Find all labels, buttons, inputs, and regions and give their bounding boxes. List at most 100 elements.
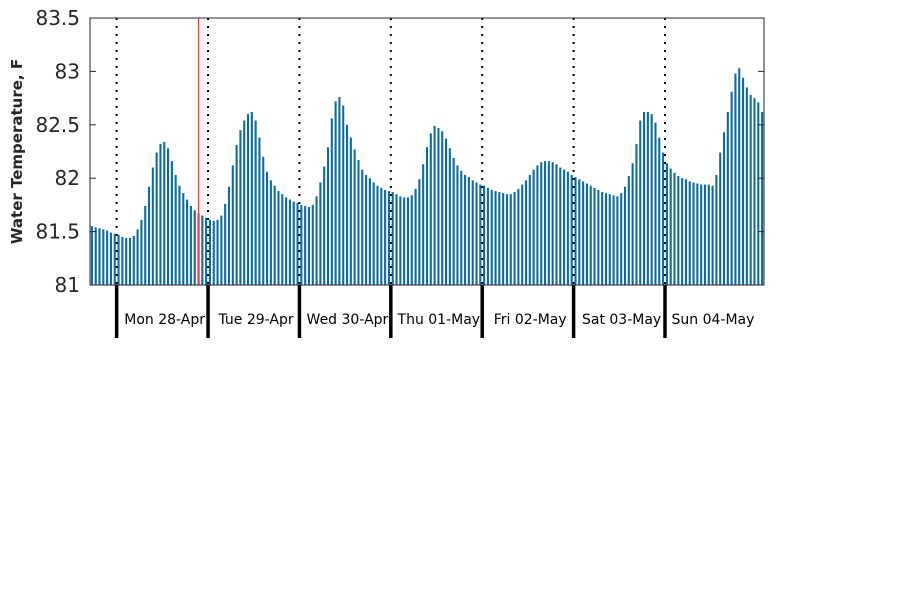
temperature-bar	[730, 91, 733, 285]
temperature-bar	[566, 171, 569, 285]
temperature-bar	[334, 101, 337, 285]
temperature-bar	[98, 228, 101, 285]
temperature-bar	[749, 94, 752, 286]
plot-area-frame	[89, 17, 765, 286]
temperature-bar	[448, 148, 451, 285]
temperature-bar	[483, 185, 486, 285]
temperature-bar	[700, 184, 703, 285]
temperature-bar	[395, 194, 398, 285]
temperature-bar	[384, 189, 387, 285]
temperature-bar	[246, 114, 250, 286]
temperature-bar	[125, 238, 128, 285]
temperature-bar	[250, 111, 253, 285]
temperature-bar	[311, 204, 314, 285]
temperature-bar	[224, 203, 227, 285]
temperature-bar	[597, 189, 600, 285]
temperature-bar	[277, 191, 280, 285]
temperature-bar	[494, 191, 497, 285]
temperature-bar	[513, 192, 516, 285]
temperature-bar	[524, 180, 528, 285]
temperature-bar	[444, 138, 448, 285]
temperature-bar	[582, 181, 585, 285]
temperature-bar	[711, 185, 714, 285]
temperature-bar	[433, 125, 436, 286]
temperature-bar	[502, 193, 505, 285]
temperature-bar	[254, 120, 257, 285]
temperature-bar	[585, 183, 588, 285]
temperature-bar	[163, 141, 166, 285]
temperature-bar	[258, 137, 261, 285]
temperature-bar	[300, 204, 303, 285]
temperature-bar	[490, 189, 493, 285]
temperature-bar	[155, 152, 158, 285]
temperature-bar	[281, 194, 284, 285]
temperature-bar	[365, 175, 368, 285]
temperature-bar	[601, 192, 604, 285]
temperature-bar	[315, 196, 318, 285]
day-label: Sun 04-May	[672, 312, 755, 328]
temperature-bar	[266, 171, 269, 285]
temperature-bar	[418, 179, 421, 285]
bar-series	[90, 68, 764, 286]
temperature-bar	[692, 182, 695, 285]
temperature-bar	[452, 157, 455, 285]
temperature-bar	[106, 230, 109, 285]
temperature-bar	[391, 192, 394, 285]
temperature-bar	[387, 191, 390, 285]
temperature-bar	[208, 219, 211, 285]
temperature-bar	[216, 219, 219, 285]
temperature-bar	[128, 238, 132, 285]
temperature-bar	[414, 188, 417, 285]
y-tick-label: 81	[55, 273, 80, 297]
temperature-bar	[357, 160, 360, 285]
temperature-bar	[570, 175, 573, 285]
temperature-bar	[536, 165, 539, 285]
temperature-bar	[319, 182, 322, 285]
temperature-bar	[677, 176, 680, 285]
temperature-bar	[167, 148, 170, 285]
temperature-bar	[159, 144, 162, 285]
temperature-bar	[646, 111, 649, 285]
temperature-bar	[707, 184, 710, 285]
temperature-bar	[136, 229, 139, 285]
temperature-bar	[437, 128, 440, 285]
day-axis: Mon 28-Apr Tue 29-Apr Wed 30-Apr Thu 01-May…	[114, 285, 755, 338]
temperature-bar	[399, 196, 402, 285]
temperature-bar	[703, 184, 707, 285]
temperature-bar	[715, 175, 718, 285]
temperature-bar	[620, 193, 623, 285]
temperature-bar	[559, 167, 562, 285]
temperature-bar	[262, 156, 265, 285]
temperature-bar	[555, 164, 558, 285]
temperature-bar	[151, 167, 154, 285]
temperature-bar	[662, 152, 665, 285]
temperature-bar	[182, 193, 185, 285]
temperature-bar	[528, 175, 531, 285]
temperature-bar	[140, 219, 143, 285]
temperature-bar	[109, 232, 112, 285]
temperature-bar	[269, 180, 272, 285]
temperature-bar	[326, 147, 330, 285]
temperature-bar	[212, 220, 215, 285]
temperature-bar	[231, 165, 234, 285]
temperature-bar	[684, 179, 687, 285]
temperature-bar	[102, 229, 105, 285]
temperature-bar	[376, 185, 379, 285]
temperature-bar	[734, 73, 737, 285]
temperature-bar	[551, 162, 554, 285]
temperature-bar	[285, 197, 288, 285]
temperature-bar	[604, 193, 608, 285]
temperature-bar	[639, 120, 642, 285]
temperature-bar	[361, 169, 364, 285]
temperature-bar	[665, 163, 668, 285]
temperature-bar	[654, 122, 657, 285]
temperature-bar	[475, 182, 478, 285]
temperature-bar	[726, 111, 729, 285]
temperature-bar	[608, 194, 611, 285]
temperature-bar	[521, 184, 524, 285]
temperature-bar	[239, 130, 242, 285]
temperature-bar	[147, 186, 151, 285]
temperature-bar	[201, 215, 204, 285]
temperature-bar	[757, 102, 760, 286]
temperature-bar	[696, 183, 699, 285]
